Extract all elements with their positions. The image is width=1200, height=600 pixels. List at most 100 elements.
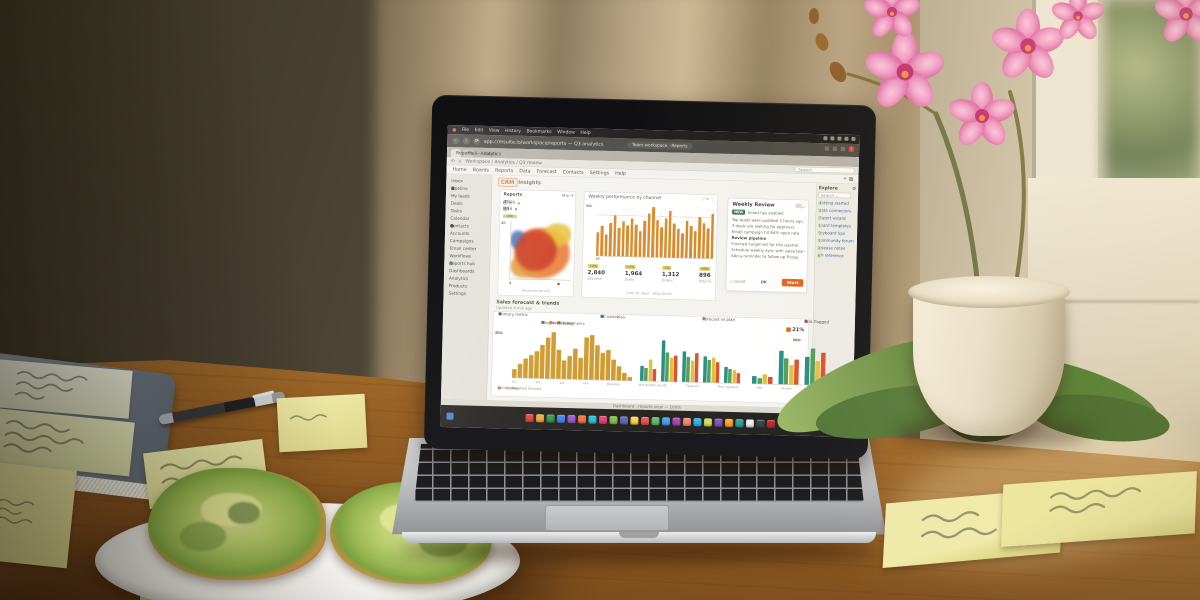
kpi-stats-row: +4% 2,840 Sessions +2% 1,964 Leads bbox=[587, 263, 712, 284]
menu-item[interactable]: View bbox=[488, 128, 500, 134]
nav-item[interactable]: Help bbox=[615, 170, 627, 177]
app-icon[interactable] bbox=[703, 418, 712, 427]
period-dropdown[interactable]: Mar ▾ bbox=[561, 193, 574, 199]
app-icon[interactable] bbox=[640, 416, 649, 426]
workspace-chip[interactable]: Team workspace · Reports bbox=[626, 141, 693, 151]
grouped-bar-chart bbox=[639, 334, 742, 384]
axis-tick: W2 bbox=[535, 380, 541, 385]
menu-item[interactable]: Window bbox=[557, 129, 575, 136]
dock-app-icons bbox=[525, 413, 775, 429]
chart-bar bbox=[684, 220, 689, 258]
stat-value: 4% bbox=[503, 199, 511, 205]
chart-bar bbox=[706, 228, 710, 259]
kpi-label: Leads bbox=[624, 277, 635, 282]
chart-bar bbox=[757, 378, 762, 384]
kpi-value: 1,964 bbox=[624, 269, 643, 277]
chart-bar bbox=[561, 360, 567, 379]
left-y-axis: 300k 250k 200k 150k 100k 50k 0 bbox=[494, 331, 510, 378]
item-label: Contacts bbox=[450, 223, 469, 229]
menu-item[interactable]: Bookmarks bbox=[526, 128, 552, 135]
chart-bar bbox=[646, 213, 651, 257]
axis-tick: W3 bbox=[559, 381, 565, 385]
app-icon[interactable] bbox=[714, 418, 723, 427]
app-icon[interactable] bbox=[546, 414, 555, 423]
app-icon[interactable] bbox=[525, 413, 534, 423]
chart-bar bbox=[644, 367, 648, 381]
nav-item[interactable]: Contacts bbox=[562, 169, 584, 176]
menu-item[interactable]: History bbox=[504, 128, 522, 134]
chart-bar bbox=[566, 355, 573, 380]
start-button-icon[interactable] bbox=[446, 412, 454, 420]
avocado-toast bbox=[148, 468, 326, 580]
delta-badge: +4% bbox=[587, 263, 599, 269]
panel-action-icons[interactable]: ⤢ ⟳ ⋮ bbox=[701, 196, 715, 202]
trend-flat-icon: ▪ bbox=[514, 206, 518, 212]
app-icon[interactable] bbox=[651, 417, 660, 426]
kpi-label: Sessions bbox=[587, 276, 602, 281]
app-icon[interactable] bbox=[735, 419, 744, 428]
delta-badge: +2% bbox=[624, 264, 636, 270]
item-label: Tasks bbox=[450, 208, 463, 214]
app-icon[interactable] bbox=[567, 415, 576, 424]
system-menu-icon[interactable] bbox=[452, 127, 457, 132]
chart-bar bbox=[621, 372, 627, 381]
address-bar[interactable]: app.crmsuite.io/workspace/reports — Q3 a… bbox=[483, 138, 604, 148]
nav-item[interactable]: Home bbox=[452, 166, 467, 173]
app-icon[interactable] bbox=[588, 415, 597, 424]
sidebar-item[interactable]: Settings bbox=[443, 289, 489, 298]
item-label: Weighted forecast bbox=[511, 386, 542, 391]
handwriting-scribble bbox=[289, 414, 327, 422]
app-icon[interactable] bbox=[556, 414, 565, 423]
refresh-icon[interactable]: ⟲ bbox=[450, 158, 455, 164]
menu-item[interactable]: Help bbox=[580, 130, 591, 136]
app-icon[interactable] bbox=[609, 416, 618, 425]
x-axis-labels: W1 W2 W3 W4 Baseline Mid-quarter results Forec… bbox=[512, 380, 792, 390]
home-icon[interactable]: ⌂ bbox=[458, 158, 462, 164]
chart-bar bbox=[697, 216, 702, 259]
menu-item[interactable]: File bbox=[461, 127, 470, 133]
app-icon[interactable] bbox=[535, 414, 544, 423]
laptop-trackpad[interactable] bbox=[545, 505, 669, 531]
axis-tick: W1 bbox=[511, 380, 517, 384]
chart-bar bbox=[617, 227, 621, 257]
app-icon[interactable] bbox=[756, 419, 765, 428]
kpi-label: Returns bbox=[698, 279, 712, 284]
chart-bar bbox=[522, 358, 528, 379]
app-icon[interactable] bbox=[577, 415, 586, 424]
chart-bar bbox=[693, 231, 697, 259]
app-icon[interactable] bbox=[745, 419, 754, 428]
app-icon[interactable] bbox=[661, 417, 670, 426]
back-button[interactable]: ‹ bbox=[452, 137, 460, 145]
chart-bar bbox=[751, 376, 757, 384]
app-icon[interactable] bbox=[598, 415, 607, 424]
nav-item[interactable]: Boards bbox=[472, 167, 490, 174]
axis-tick: 8 bbox=[509, 281, 512, 286]
app-icon[interactable] bbox=[693, 418, 702, 427]
browser-tab[interactable]: Reports — Analytics bbox=[450, 149, 501, 158]
menu-item[interactable]: Edit bbox=[474, 127, 484, 133]
nav-item[interactable]: Forecast bbox=[536, 168, 557, 175]
item-label: All variables bbox=[600, 314, 626, 320]
nav-item[interactable]: Data bbox=[519, 168, 531, 175]
nav-item[interactable]: Reports bbox=[494, 167, 514, 174]
app-icon[interactable] bbox=[672, 417, 681, 426]
bar-chart-y-axis: 40k 30k 20k 10k 0 bbox=[585, 204, 592, 256]
kpi-stat: -1% 1,312 Orders bbox=[662, 265, 680, 283]
app-icon[interactable] bbox=[724, 418, 733, 428]
sticky-note bbox=[0, 461, 77, 569]
app-logo[interactable]: CRM bbox=[498, 177, 518, 187]
app-icon[interactable] bbox=[630, 416, 639, 425]
app-icon[interactable] bbox=[619, 416, 628, 425]
nav-item[interactable]: Settings bbox=[589, 169, 610, 176]
reload-button[interactable]: ⟳ bbox=[473, 137, 481, 145]
chart-bar bbox=[728, 368, 732, 384]
item-label: Risk segments bbox=[557, 320, 585, 326]
chart-bar bbox=[634, 224, 638, 257]
card-title: Weekly Review bbox=[732, 201, 775, 209]
bar-group bbox=[702, 336, 720, 383]
axis-tick: 10 bbox=[501, 220, 506, 225]
forward-button[interactable]: › bbox=[462, 137, 470, 145]
app-icon[interactable] bbox=[682, 417, 691, 427]
handwriting-scribble bbox=[3, 420, 85, 454]
